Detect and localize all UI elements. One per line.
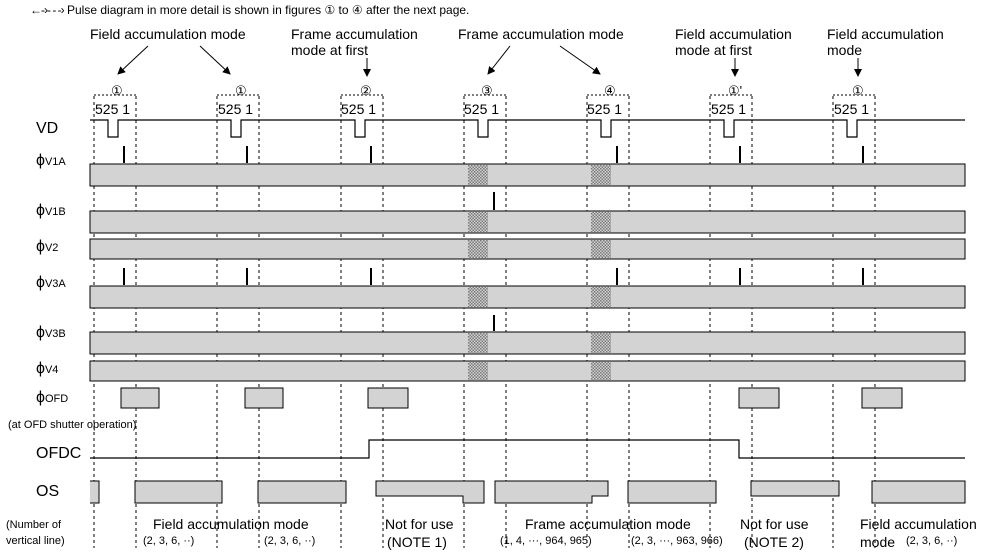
signal-label-v4: ϕV4 [36,360,59,377]
bottom-field-accum: Field accumulation mode [153,516,309,532]
figure-marker-1prime: ①' [728,83,743,98]
v1a-band-hatch-1 [591,165,611,185]
line-number-2: 525 1 [218,101,254,117]
bottom-count-a: (2, 3, 6, ··) [143,535,195,547]
bottom-frame-accum: Frame accumulation mode [525,516,691,532]
bottom-note-2: (NOTE 2) [744,534,804,550]
ofdc-waveform [90,439,965,459]
bottom-mode-word: mode [860,534,896,550]
signal-label-v3b: ϕV3B [36,324,66,341]
figure-marker-2: ② [360,83,372,98]
v2-band [89,238,966,260]
mode-arrow-4 [559,45,601,75]
legend-note-text: Pulse diagram in more detail is shown in… [67,3,470,17]
label-field-accum-first-2: mode at first [675,42,753,58]
signal-label-v3a: ϕV3A [36,274,66,291]
bottom-count-last: (2, 3, 6, ··) [906,535,958,547]
mode-arrow-1 [199,45,231,75]
v2-band-hatch-1 [591,240,611,258]
v1a-band-hatch-0 [468,165,488,185]
line-number-4: 525 1 [464,101,500,117]
v1b-band-hatch-1 [591,212,611,232]
os-block-6 [750,480,840,497]
signal-label-vd: VD [36,120,59,137]
v3a-band-hatch-1 [591,287,611,307]
line-number-5: 525 1 [587,101,623,117]
v3b-band [89,331,966,355]
line-number-6: 525 1 [711,101,747,117]
os-block-3 [375,480,485,504]
bottom-field-accum-last: Field accumulation [860,516,977,532]
v3b-band-hatch-1 [591,333,611,353]
label-frame-accum-first-1: Frame accumulation [291,26,418,42]
mode-arrow-0 [117,45,149,75]
signal-label-v1a: ϕV1A [36,152,66,169]
number-of-vertical-line-1: (Number of [6,519,62,531]
figure-marker-1b: ① [235,83,247,98]
bottom-count-b: (2, 3, 6, ··) [264,535,316,547]
bottom-note-1: (NOTE 1) [387,534,447,550]
signal-label-v2: ϕV2 [36,238,59,255]
vd-waveform [90,119,965,138]
mode-arrow-3 [487,45,511,75]
line-number-7: 525 1 [834,101,870,117]
label-field-accum-last-1: Field accumulation [827,26,944,42]
top-annotations [117,45,862,77]
line-number-1: 525 1 [95,101,131,117]
os-block-2 [257,480,347,504]
v1b-band [89,210,966,234]
signal-label-ofdc: OFDC [36,445,82,462]
v3b-band-hatch-0 [468,333,488,353]
label-frame-accum-first-2: mode at first [291,42,369,58]
v4-band [89,360,966,382]
bottom-count-frame-a: (1, 4, ···, 964, 965) [500,535,592,547]
ofd-pulse-0 [120,387,160,409]
figure-marker-3: ③ [481,83,493,98]
ofd-pulse-3 [738,387,780,409]
label-frame-accum: Frame accumulation mode [458,26,624,42]
v3a-band [89,285,966,309]
figure-marker-1a: ① [111,83,123,98]
legend-note: ←-›- - -› Pulse diagram in more detail i… [30,4,469,16]
bottom-count-frame-b: (2, 3, ···, 963, 966) [631,535,723,547]
v2-band-hatch-0 [468,240,488,258]
number-of-vertical-line-2: vertical line) [6,535,65,547]
signal-label-os: OS [36,483,60,500]
ofd-pulse-2 [367,387,409,409]
ofd-pulse-1 [244,387,284,409]
v4-band-hatch-0 [468,362,488,380]
figure-marker-1c: ① [852,83,864,98]
bottom-not-for-use-1: Not for use [385,516,454,532]
os-block-0 [90,480,100,504]
label-field-accum: Field accumulation mode [90,26,246,42]
os-block-4 [494,480,609,504]
os-block-1 [134,480,223,504]
signal-bands [89,119,966,504]
v4-band-hatch-1 [591,362,611,380]
v1a-band [89,163,966,187]
figure-marker-4: ④ [604,83,616,98]
signal-markers [123,146,864,331]
line-number-3: 525 1 [341,101,377,117]
signal-label-ofd: ϕOFD [36,389,69,406]
ofd-pulse-4 [861,387,903,409]
os-block-5 [627,480,717,504]
v3a-band-hatch-0 [468,287,488,307]
period-dashed-lines [93,94,876,548]
bottom-not-for-use-2: Not for use [740,516,809,532]
v1b-band-hatch-0 [468,212,488,232]
signal-label-v1b: ϕV1B [36,202,66,219]
label-field-accum-last-2: mode [827,42,863,58]
os-block-7 [871,480,966,504]
dashed-arrow-icon: ←-›- - -› [30,3,65,17]
ofd-shutter-note: (at OFD shutter operation) [8,419,137,431]
label-field-accum-first-1: Field accumulation [675,26,792,42]
